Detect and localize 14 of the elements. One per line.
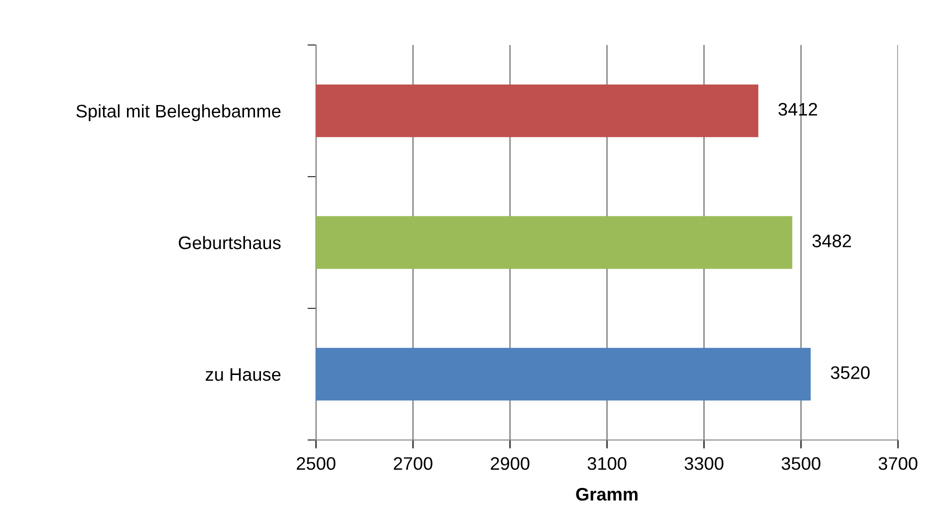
x-tick-label: 3700	[878, 457, 918, 470]
x-tick-label: 2900	[490, 457, 530, 470]
y-tick-label: Spital mit Beleghebamme	[76, 104, 280, 122]
x-tick-label: 2500	[296, 457, 336, 470]
x-tick-label: 3500	[782, 457, 820, 470]
x-axis-title: Gramm	[576, 488, 638, 501]
data-label: 3520	[830, 366, 870, 380]
data-label: 3412	[778, 102, 818, 116]
x-tick-label: 3100	[588, 457, 626, 470]
data-label: 3482	[812, 234, 851, 248]
y-tick-label: zu Hause	[206, 368, 280, 381]
x-tick-label: 2700	[394, 457, 432, 470]
x-tick-label: 3300	[684, 457, 724, 470]
y-tick-label: Geburtshaus	[178, 236, 281, 250]
